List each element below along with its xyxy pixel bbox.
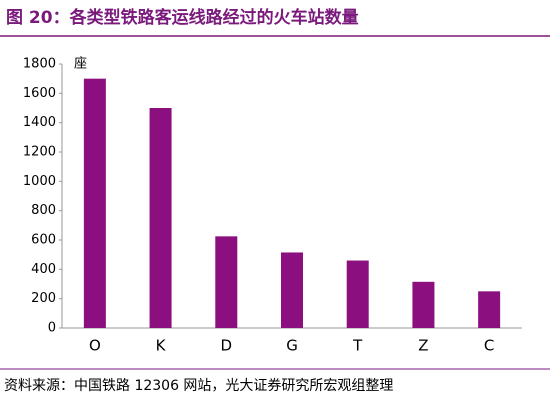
y-tick-label: 1200 — [23, 145, 56, 160]
y-tick-label: 200 — [31, 291, 56, 306]
x-tick-label: T — [352, 337, 363, 355]
y-tick-label: 1600 — [23, 86, 56, 101]
x-tick-label: K — [156, 337, 167, 355]
bar — [215, 236, 238, 328]
bar — [281, 252, 303, 328]
x-tick-label: G — [286, 337, 298, 355]
y-tick-label: 800 — [31, 203, 56, 218]
x-tick-label: D — [221, 337, 233, 355]
y-tick-label: 0 — [48, 321, 56, 336]
y-tick-label: 1400 — [23, 115, 56, 130]
x-tick-label: C — [484, 337, 494, 355]
chart-title: 图 20：各类型铁路客运线路经过的火车站数量 — [6, 7, 359, 28]
y-axis-label: 座 — [74, 57, 87, 72]
bar — [346, 260, 369, 328]
bar — [478, 291, 501, 328]
y-tick-label: 600 — [31, 233, 56, 248]
x-tick-label: O — [89, 337, 101, 355]
source-note: 资料来源：中国铁路 12306 网站，光大证券研究所宏观组整理 — [4, 378, 393, 394]
x-tick-label: Z — [418, 337, 428, 355]
bar — [83, 78, 106, 329]
y-tick-label: 1800 — [23, 57, 56, 72]
bar — [412, 281, 435, 328]
y-tick-label: 1000 — [23, 174, 56, 189]
bar — [149, 108, 172, 328]
y-tick-label: 400 — [31, 262, 56, 277]
